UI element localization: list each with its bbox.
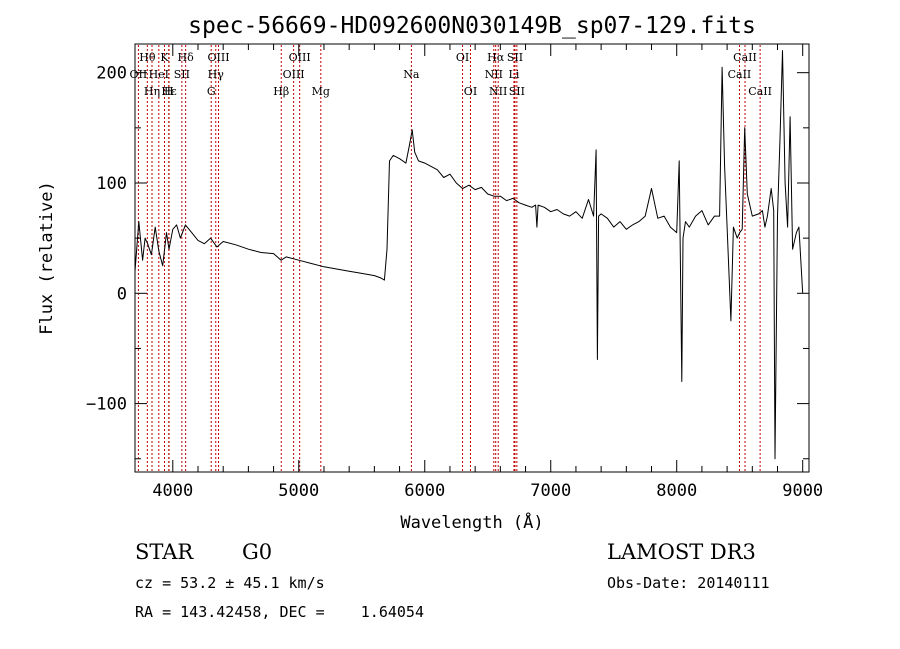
- spectral-line-label-19: Hα: [487, 51, 505, 64]
- chart-title: spec-56669-HD092600N030149B_sp07-129.fit…: [188, 13, 756, 39]
- spectral-line-label-10: Hγ: [208, 68, 225, 81]
- y-tick-label-0: −100: [86, 395, 127, 415]
- y-tick-label-3: 200: [96, 64, 127, 84]
- x-tick-label-4: 8000: [656, 481, 697, 501]
- spectral-line-label-27: CaII: [748, 85, 772, 98]
- spectral-line-label-25: CaII: [733, 51, 757, 64]
- spectral-line-markers: [137, 45, 761, 471]
- spectral-line-label-16: Na: [403, 68, 420, 81]
- axis-ticks: 4000 5000 6000 7000 8000 9000 −100 0 100 200: [86, 44, 823, 501]
- spectral-line-label-20: NII: [485, 68, 503, 81]
- x-tick-label-2: 6000: [404, 481, 445, 501]
- spectral-line-label-0: Hθ: [139, 51, 156, 64]
- spectral-line-label-17: OI: [456, 51, 469, 64]
- x-axis-label: Wavelength (Å): [400, 511, 543, 533]
- y-tick-label-2: 100: [96, 174, 127, 194]
- spectral-line-label-6: SII: [174, 68, 190, 81]
- coordinates: RA = 143.42458, DEC = 1.64054: [135, 603, 424, 621]
- spectral-line-label-12: Hβ: [273, 85, 289, 98]
- spectral-line-label-15: Mg: [312, 85, 330, 98]
- x-tick-label-1: 5000: [278, 481, 319, 501]
- spectral-line-label-22: SII: [507, 51, 523, 64]
- spectral-line-label-5: Hε: [161, 85, 177, 98]
- spectral-line-label-13: OIII: [289, 51, 311, 64]
- spectral-line-label-18: OI: [464, 85, 477, 98]
- survey-name: LAMOST DR3: [607, 540, 756, 564]
- spectral-line-label-7: H: [164, 85, 174, 98]
- spectral-line-label-9: OIII: [207, 51, 229, 64]
- spectral-line-label-3: HeI: [149, 68, 169, 81]
- x-tick-label-5: 9000: [782, 481, 823, 501]
- spectral-line-label-24: SII: [509, 85, 525, 98]
- spectral-line-label-14: OIII: [283, 68, 305, 81]
- spectral-line-label-11: G: [207, 85, 216, 98]
- object-class: STAR: [135, 540, 194, 564]
- spectral-line-label-26: CaII: [728, 68, 752, 81]
- spectral-line-label-23: Li: [509, 68, 520, 81]
- spectral-line-label-8: Hδ: [178, 51, 195, 64]
- spectral-line-label-2: Hη: [144, 85, 160, 98]
- y-axis-label: Flux (relative): [37, 181, 57, 335]
- plot-frame: [134, 43, 810, 473]
- flux-series-line: [134, 50, 804, 460]
- x-tick-label-3: 7000: [530, 481, 571, 501]
- spectral-line-label-4: K: [160, 51, 169, 64]
- spectral-line-label-1: OII: [130, 68, 148, 81]
- obs-date: Obs-Date: 20140111: [607, 574, 770, 592]
- spectral-subclass: G0: [242, 540, 273, 564]
- redshift-text: cz = 53.2 ± 45.1 km/s: [135, 574, 325, 592]
- spectral-line-label-21: NII: [489, 85, 507, 98]
- y-tick-label-1: 0: [117, 284, 127, 304]
- x-tick-label-0: 4000: [152, 481, 193, 501]
